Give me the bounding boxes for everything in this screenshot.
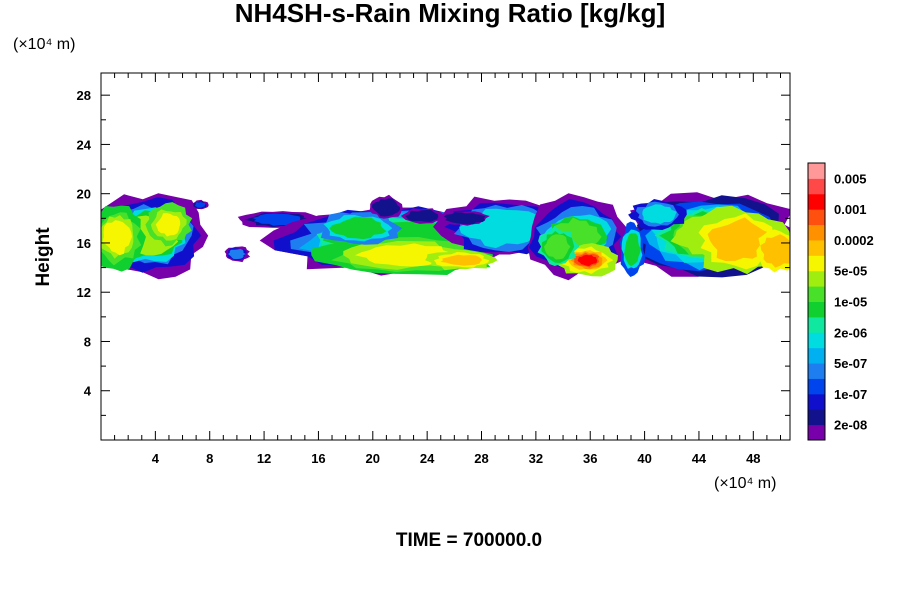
y-unit-label: (×10⁴ m) xyxy=(13,36,75,53)
x-unit-label: (×10⁴ m) xyxy=(714,475,776,492)
x-tick-label: 24 xyxy=(420,451,435,466)
colorbar-swatch xyxy=(808,270,825,287)
colorbar-swatch xyxy=(808,224,825,241)
colorbar-label: 0.005 xyxy=(834,171,867,186)
left-core-level-11 xyxy=(102,220,133,256)
x-tick-label: 40 xyxy=(637,451,651,466)
colorbar-swatch xyxy=(808,393,825,410)
colorbar-swatch xyxy=(808,239,825,256)
colorbar-frame xyxy=(807,162,826,441)
y-tick-label: 24 xyxy=(77,137,92,152)
central-hot-level-12 xyxy=(440,254,482,266)
y-tick-label: 4 xyxy=(84,384,92,399)
x-tick-label: 12 xyxy=(257,451,271,466)
colorbar-label: 5e-07 xyxy=(834,356,867,371)
colorbar-label: 0.001 xyxy=(834,202,867,217)
y-tick-label: 8 xyxy=(84,334,91,349)
y-tick-label: 16 xyxy=(77,236,91,251)
colorbar-swatch xyxy=(808,286,825,302)
colorbar-label: 1e-07 xyxy=(834,387,867,402)
fringe-3-level-1 xyxy=(444,212,486,225)
colorbar-swatch xyxy=(808,363,825,379)
colorbar-label: 0.0002 xyxy=(834,233,874,248)
colorbar-swatch xyxy=(808,301,825,318)
colorbar-swatch xyxy=(808,332,825,349)
colorbar-swatch xyxy=(808,163,825,179)
x-tick-label: 20 xyxy=(366,451,380,466)
colorbar-swatch xyxy=(808,316,825,333)
core-36-side-level-9 xyxy=(544,234,571,260)
y-tick-label: 28 xyxy=(77,88,91,103)
fringe-2-level-1 xyxy=(405,209,439,222)
small-cloud-level-4 xyxy=(228,249,246,260)
x-tick-label: 44 xyxy=(692,451,707,466)
core-36-hot-level-15 xyxy=(577,254,598,267)
colorbar-swatch xyxy=(808,347,825,364)
contour-field xyxy=(101,192,790,281)
x-tick-label: 8 xyxy=(206,451,213,466)
y-tick-label: 12 xyxy=(77,285,91,300)
colorbar-swatch xyxy=(808,255,825,272)
x-tick-label: 36 xyxy=(583,451,597,466)
colorbar-label: 5e-05 xyxy=(834,264,867,279)
x-tick-label: 4 xyxy=(152,451,160,466)
colorbar-label: 1e-05 xyxy=(834,295,867,310)
left-tail-level-3 xyxy=(194,201,206,208)
axes: 4 8 12 16 20 24 28 32 36 40 44 48481216202428(×10⁴ … xyxy=(13,36,791,492)
colorbar-swatch xyxy=(808,378,825,395)
y-tick-label: 20 xyxy=(77,187,91,202)
left-upper-core-level-11 xyxy=(155,213,181,237)
plot-frame xyxy=(100,72,791,441)
time-label: TIME = 700000.0 xyxy=(395,530,543,551)
fringe-1-level-1 xyxy=(372,198,401,217)
right-west-flank-level-8 xyxy=(624,233,641,267)
colorbar-swatch xyxy=(808,209,825,226)
colorbar-swatch xyxy=(808,424,825,441)
colorbar-label: 2e-08 xyxy=(834,418,867,433)
colorbar-swatch xyxy=(808,178,825,195)
x-tick-label: 16 xyxy=(311,451,325,466)
x-tick-label: 48 xyxy=(746,451,760,466)
colorbar-swatch xyxy=(808,193,825,210)
colorbar: 2e-08 1e-07 5e-07 2e-06 1e-05 5e-05 0.0002 0.00… xyxy=(807,162,874,441)
colorbar-swatch xyxy=(808,409,825,426)
y-axis-title: Height xyxy=(33,227,54,287)
chart-title: NH4SH-s-Rain Mixing Ratio [kg/kg] xyxy=(234,0,666,28)
colorbar-label: 2e-06 xyxy=(834,325,867,340)
central-left-lobe-level-8 xyxy=(329,216,387,240)
right-upper-lobe-level-6 xyxy=(642,204,677,224)
x-tick-label: 28 xyxy=(474,451,488,466)
upper-wisp-level-3 xyxy=(252,213,303,226)
x-tick-label: 32 xyxy=(529,451,543,466)
